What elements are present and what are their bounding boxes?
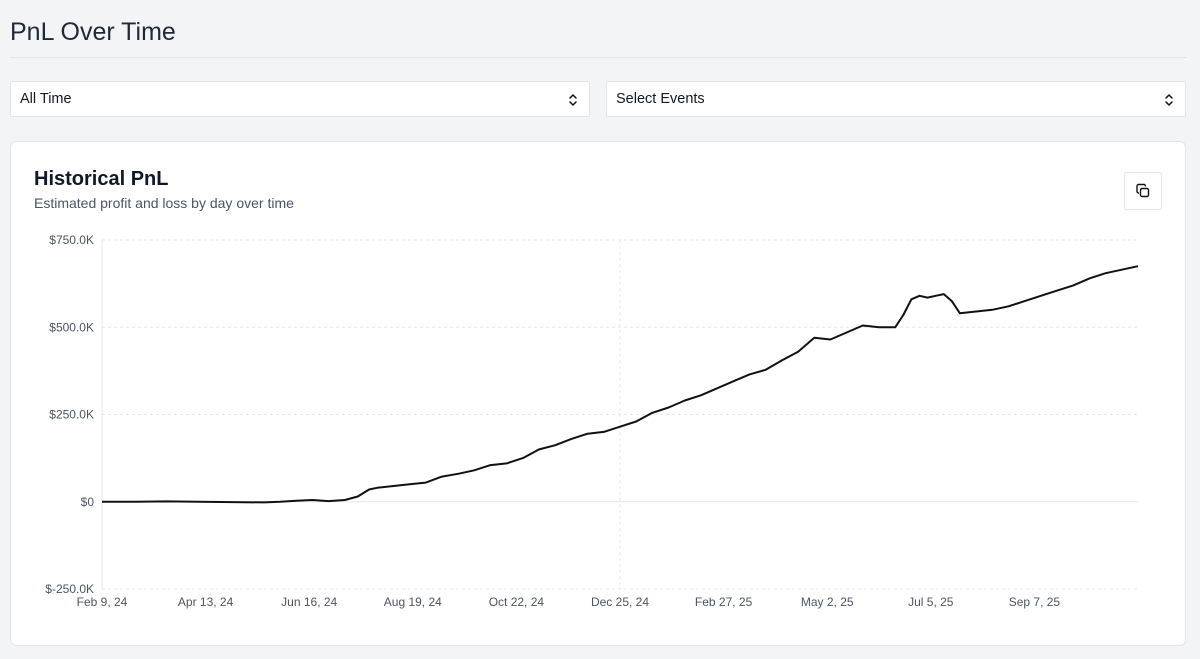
x-tick-label: May 2, 25 [801,595,854,609]
time-range-select[interactable]: All Time [10,81,590,117]
pnl-series-line [102,265,1139,504]
x-tick-label: Dec 25, 24 [591,595,649,609]
x-tick-label: Feb 27, 25 [695,595,753,609]
x-tick-label: Jul 5, 25 [908,595,954,609]
x-tick-label: Apr 13, 24 [178,595,234,609]
chevron-up-down-icon [569,94,577,106]
y-tick-label: $-250.0K [45,582,94,596]
y-tick-label: $750.0K [49,233,94,247]
y-tick-label: $250.0K [49,408,94,422]
events-select[interactable]: Select Events [606,81,1186,117]
copy-button[interactable] [1124,172,1162,210]
x-tick-label: Jun 16, 24 [281,595,337,609]
chart-subtitle: Estimated profit and loss by day over ti… [34,195,294,211]
pnl-chart-card: Historical PnL Estimated profit and loss… [10,141,1186,646]
y-tick-label: $0 [81,495,95,509]
x-tick-label: Aug 19, 24 [384,595,442,609]
x-tick-label: Feb 9, 24 [77,595,128,609]
x-tick-label: Oct 22, 24 [489,595,545,609]
x-tick-label: Sep 7, 25 [1009,595,1061,609]
copy-icon [1136,183,1150,198]
chevron-up-down-icon [1165,94,1173,106]
title-divider [10,57,1187,58]
time-range-value: All Time [20,91,72,107]
chart-title: Historical PnL [34,168,169,190]
page-title: PnL Over Time [10,18,176,46]
y-tick-label: $500.0K [49,320,94,334]
events-select-value: Select Events [616,91,705,107]
